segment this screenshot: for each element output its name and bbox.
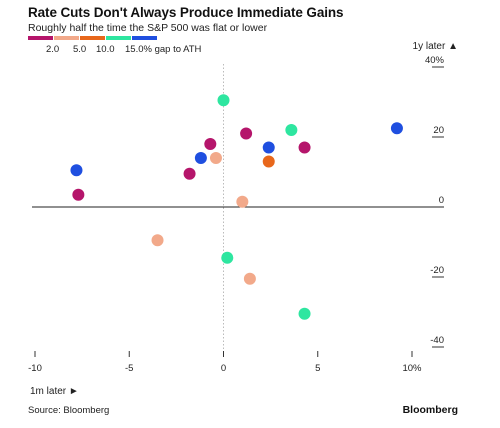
legend-swatch-4 xyxy=(106,36,131,40)
legend-swatch-2 xyxy=(54,36,79,40)
legend-label-4: 15.0% gap to ATH xyxy=(125,44,202,55)
legend-swatch-3 xyxy=(80,36,105,40)
data-point xyxy=(298,141,311,154)
x-axis-title: 1m later ► xyxy=(30,386,79,397)
data-point xyxy=(70,164,83,177)
legend-color-scale xyxy=(28,36,158,40)
legend-label-2: 5.0 xyxy=(73,44,87,55)
data-point xyxy=(285,124,298,136)
data-point xyxy=(240,127,253,140)
legend-swatch-5 xyxy=(132,36,157,40)
x-tick-label: -5 xyxy=(125,363,133,374)
source-note: Source: Bloomberg xyxy=(28,405,110,416)
data-point xyxy=(243,272,256,285)
x-tick-label: 5 xyxy=(315,363,320,374)
data-point xyxy=(151,234,164,247)
y-axis-title: 1y later ▲ xyxy=(412,41,458,52)
data-point xyxy=(221,251,234,264)
x-tick-label: 0 xyxy=(221,363,226,374)
chart-subtitle: Roughly half the time the S&P 500 was fl… xyxy=(28,22,268,34)
data-point xyxy=(262,155,275,168)
legend-label-1: 2.0 xyxy=(46,44,60,55)
data-point xyxy=(262,141,275,154)
data-point xyxy=(209,152,222,164)
data-point xyxy=(236,195,249,208)
y-tick-label: 0 xyxy=(439,195,444,206)
chart-title: Rate Cuts Don't Always Produce Immediate… xyxy=(28,5,344,20)
data-point xyxy=(217,94,230,107)
brand-logo: Bloomberg xyxy=(402,404,458,416)
data-point xyxy=(390,122,403,135)
x-tick-label: 10% xyxy=(402,363,422,374)
legend-label-3: 10.0 xyxy=(96,44,115,55)
legend-swatch-1 xyxy=(28,36,53,40)
data-point xyxy=(72,188,85,201)
y-tick-label: -20 xyxy=(430,265,444,276)
y-tick-label: -40 xyxy=(430,335,444,346)
data-point xyxy=(183,167,196,180)
data-point xyxy=(204,138,217,150)
data-point xyxy=(194,152,207,164)
x-tick-label: -10 xyxy=(28,363,42,374)
y-tick-label: 20 xyxy=(433,125,444,136)
data-point xyxy=(298,307,311,320)
y-tick-label: 40% xyxy=(425,55,445,66)
